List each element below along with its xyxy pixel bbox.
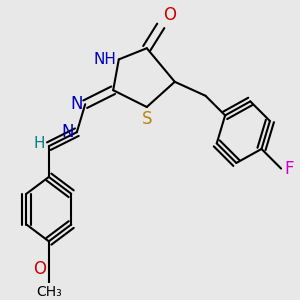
Text: N: N [70,95,83,113]
Text: CH₃: CH₃ [36,285,62,299]
Text: O: O [164,6,177,24]
Text: NH: NH [93,52,116,67]
Text: F: F [284,160,293,178]
Text: S: S [142,110,152,128]
Text: H: H [33,136,45,151]
Text: O: O [33,260,46,278]
Text: N: N [61,123,74,141]
